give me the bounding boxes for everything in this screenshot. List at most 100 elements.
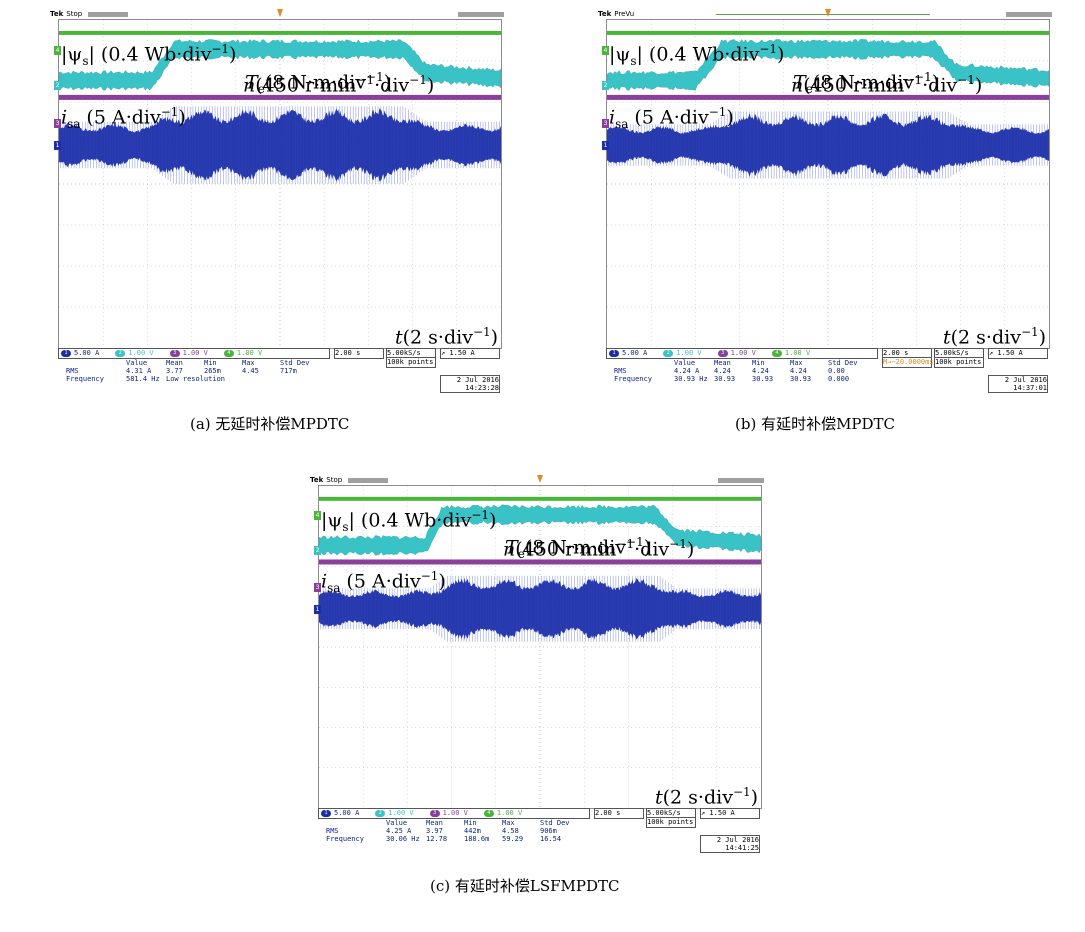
scope-topbar: Tek PreVu xyxy=(596,9,1052,19)
measurement-value: 906m xyxy=(540,827,557,835)
measurement-value: Frequency xyxy=(66,375,104,383)
channel-scale: 1.00 V xyxy=(442,809,468,817)
speed-label-part: −1 xyxy=(356,72,375,87)
flux-label-part: −1 xyxy=(211,41,230,56)
channel-marker: 2 xyxy=(602,81,609,90)
info-panel-b: 1 5.00 A 2 1.00 V 3 1.00 V 4 1.00 V 2.00 s 5.00kS… xyxy=(606,347,1048,394)
channel-marker: 3 xyxy=(314,582,321,592)
measurement-value: 4.31 A xyxy=(126,367,152,375)
speed-label-part: −1 xyxy=(616,537,635,552)
time-label-part: t xyxy=(395,326,403,349)
speed-label-part: ·div xyxy=(634,538,670,561)
measurement-value: 4.45 xyxy=(242,367,259,375)
speed-trace xyxy=(319,559,761,565)
scope-topbar: Tek Stop xyxy=(48,9,504,19)
channel-marker: 2 xyxy=(54,81,61,90)
channel-marker: 4 xyxy=(314,511,321,521)
scope-brand: Tek Stop xyxy=(50,10,83,18)
current-label-part: sa xyxy=(327,581,341,596)
flux-label-part: |ψ xyxy=(61,43,83,66)
speed-label: n(450 r·min−1·div−1) xyxy=(791,70,982,95)
scope-c: Tek Stop 4 2 3 1 |ψs| (0.4 Wb·div−1) Te(8 N·m·… xyxy=(308,475,764,860)
flux-label-part: |ψ xyxy=(321,509,343,532)
channel-marker: 3 xyxy=(54,119,61,129)
measurement-header: Value xyxy=(674,359,696,367)
speed-label-part: n xyxy=(503,538,516,561)
channel-scale: 1.00 V xyxy=(784,349,811,357)
delay-box: M→−20.0000ms xyxy=(882,357,934,368)
scope-brand: Tek Stop xyxy=(310,476,343,484)
torque-label-part: T xyxy=(245,71,258,94)
speed-label-part: n xyxy=(791,74,804,97)
time-label: t(2 s·div−1) xyxy=(943,322,1046,347)
panel-a: Tek Stop 4 2 3 1 |ψs| (0.4 Wb·div−1) Te(8 N·m·… xyxy=(48,9,504,394)
trigger-position-icon xyxy=(277,9,283,17)
current-label: isa (5 A·div−1) xyxy=(61,102,186,134)
channel-chip: 2 xyxy=(663,349,674,357)
flux-label-part: −1 xyxy=(759,41,778,56)
current-label-part: −1 xyxy=(160,104,179,119)
channel-chip: 1 xyxy=(609,349,619,357)
current-label-part: −1 xyxy=(708,104,727,119)
measurement-header: Value xyxy=(386,819,408,827)
channel-scale: 1.00 V xyxy=(730,349,756,357)
scope-a: Tek Stop 4 2 3 1 |ψs| (0.4 Wb·div−1) Te(8 N·m·… xyxy=(48,9,504,394)
measurement-value: 3.97 xyxy=(426,827,443,835)
measurement-value: 16.54 xyxy=(540,835,562,843)
torque-label-part: (8 N·m·div xyxy=(264,71,367,94)
flux-label-part: ) xyxy=(777,43,785,66)
waveform-plot-c xyxy=(319,486,761,808)
time-label-part: (2 s·div xyxy=(662,786,733,809)
speed-label-part: ·div xyxy=(922,74,958,97)
current-label: isa (5 A·div−1) xyxy=(321,566,446,598)
torque-label-part: (8 N·m·div xyxy=(524,536,627,559)
measurement-value: 265m xyxy=(204,367,221,375)
current-label-part: sa xyxy=(67,117,81,132)
channel-chip: 4 xyxy=(223,349,234,357)
current-label-part: sa xyxy=(615,117,629,132)
torque-label-part: −1 xyxy=(366,70,384,84)
trigger-box: ↗ 1.50 A xyxy=(988,348,1048,359)
current-label-part: i xyxy=(609,106,616,129)
torque-label-part: ) xyxy=(643,536,652,559)
measurement-value: 717m xyxy=(280,367,297,375)
panel-c: Tek Stop 4 2 3 1 |ψs| (0.4 Wb·div−1) Te(8 N·m·… xyxy=(308,475,764,860)
torque-trace xyxy=(59,39,501,91)
torque-label: Te(8 N·m·div−1) xyxy=(793,67,939,99)
measurement-value: RMS xyxy=(614,367,627,375)
channel-marker: 4 xyxy=(602,46,609,55)
speed-trace xyxy=(607,94,1049,100)
channel-scale: 1.00 V xyxy=(128,349,154,357)
torque-label-part: −1 xyxy=(626,535,644,550)
measurement-header: Max xyxy=(790,359,803,367)
waveform-grid-c: 4 2 3 1 |ψs| (0.4 Wb·div−1) Te(8 N·m·div−1) n(… xyxy=(314,485,762,809)
measurement-value: Low resolution xyxy=(166,375,226,383)
channel-chip: 2 xyxy=(115,349,126,357)
current-trace xyxy=(607,113,1049,177)
time-label-part: ) xyxy=(1038,326,1047,349)
channel-scale-row: 1 5.00 A 2 1.00 V 3 1.00 V 4 1.00 V xyxy=(318,808,590,819)
time-text: 14:23:28 xyxy=(465,384,499,392)
current-trace xyxy=(59,108,501,182)
measurement-header: Min xyxy=(464,819,477,827)
timebase-box: 2.00 s xyxy=(334,348,384,359)
time-label: t(2 s·div−1) xyxy=(655,782,758,807)
measurement-value: 30.93 Hz xyxy=(674,375,708,383)
current-label-part: ) xyxy=(726,106,734,129)
channel-scale: 1.00 V xyxy=(182,349,208,357)
channel-chip: 3 xyxy=(429,809,440,817)
time-label-part: −1 xyxy=(472,325,491,339)
time-label-part: ) xyxy=(750,786,759,809)
date-box: 2 Jul 2016 14:23:28 xyxy=(440,375,500,393)
channel-chip: 4 xyxy=(771,349,782,357)
measurement-value: 4.24 xyxy=(752,367,769,375)
measurement-value: Frequency xyxy=(614,375,652,383)
trigger-position-icon xyxy=(825,9,831,17)
flux-trace xyxy=(319,496,761,501)
flux-label-part: s xyxy=(342,519,349,534)
current-label-part: (5 A·div xyxy=(340,570,421,593)
time-label-part: (2 s·div xyxy=(402,326,473,349)
measurement-header: Std Dev xyxy=(828,359,858,367)
flux-label-part: | (0.4 Wb·div xyxy=(88,43,212,66)
channel-scale: 1.00 V xyxy=(676,349,702,357)
